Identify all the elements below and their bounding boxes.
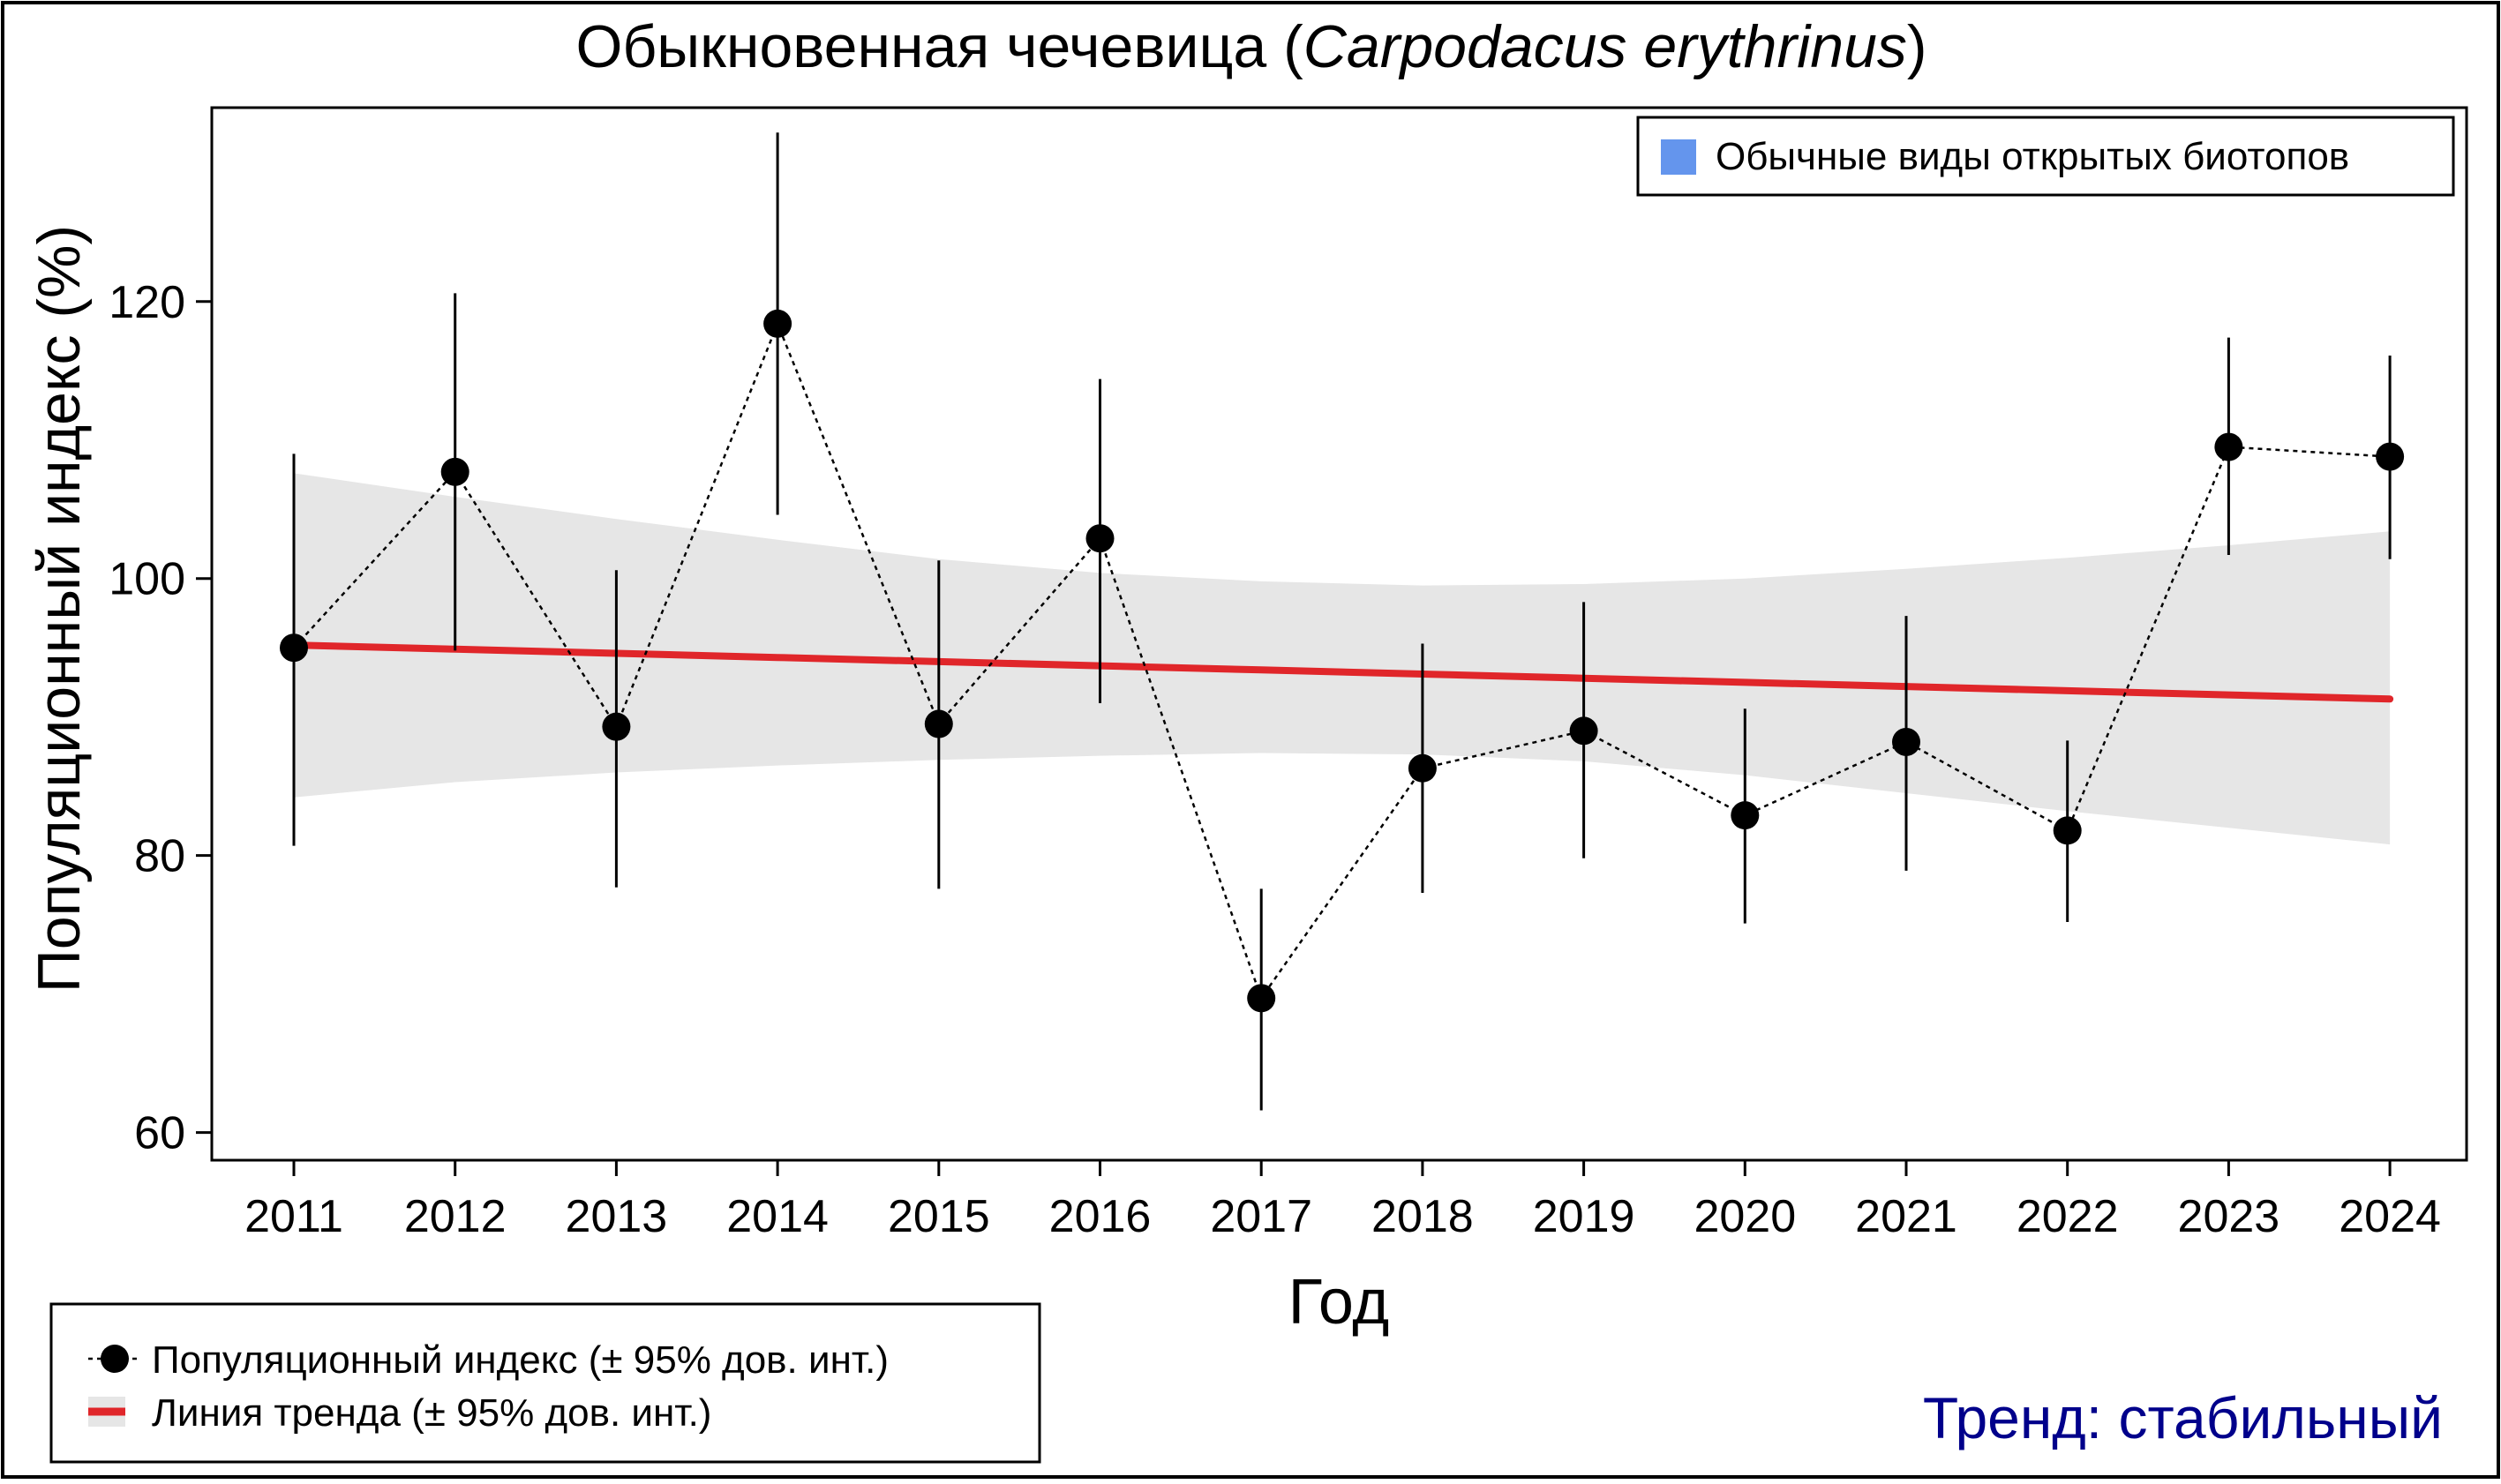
series-legend-trend-label: Линия тренда (± 95% дов. инт.) xyxy=(152,1391,711,1435)
series-legend-index-label: Популяционный индекс (± 95% дов. инт.) xyxy=(152,1338,889,1382)
series-legend-index-marker xyxy=(101,1345,129,1373)
index-point-layer xyxy=(280,309,2405,1013)
trend-line xyxy=(290,641,2394,703)
x-axis-ticks: 2011 2012 2013 2014 2015 2016 2017 2018 2019 2020… xyxy=(244,1160,2441,1242)
index-point-2012 xyxy=(440,457,469,486)
x-tick-label-2020: 2020 xyxy=(1694,1191,1796,1242)
index-point-2021 xyxy=(1892,727,1920,756)
index-point-2014 xyxy=(763,309,792,338)
index-point-2011 xyxy=(280,633,308,663)
index-point-2017 xyxy=(1247,984,1276,1013)
y-tick-label-80: 80 xyxy=(134,831,185,882)
x-tick-label-2017: 2017 xyxy=(1210,1191,1312,1242)
index-point-2019 xyxy=(1569,716,1598,746)
x-tick-label-2022: 2022 xyxy=(2017,1191,2119,1242)
x-tick-label-2021: 2021 xyxy=(1855,1191,1957,1242)
y-tick-label-100: 100 xyxy=(109,554,185,605)
index-point-2023 xyxy=(2214,432,2243,461)
index-connector-line xyxy=(293,320,2391,1001)
y-tick-label-120: 120 xyxy=(109,277,185,328)
series-legend-box xyxy=(49,1302,1041,1464)
series-legend: Популяционный индекс (± 95% дов. инт.) Л… xyxy=(49,1302,1041,1464)
category-legend-swatch xyxy=(1661,139,1696,175)
x-tick-label-2016: 2016 xyxy=(1049,1191,1152,1242)
index-point-2024 xyxy=(2376,442,2405,471)
chart-title: Обыкновенная чечевица (Carpodacus erythr… xyxy=(575,13,1926,80)
x-tick-label-2011: 2011 xyxy=(244,1191,343,1242)
trend-confidence-band xyxy=(294,473,2391,845)
x-tick-label-2013: 2013 xyxy=(566,1191,668,1242)
plot-area xyxy=(210,106,2468,1162)
x-tick-label-2019: 2019 xyxy=(1533,1191,1635,1242)
index-point-2016 xyxy=(1085,524,1115,553)
x-tick-label-2018: 2018 xyxy=(1371,1191,1474,1242)
index-point-2022 xyxy=(2053,816,2082,845)
index-point-2015 xyxy=(924,709,953,738)
index-point-2020 xyxy=(1731,801,1760,830)
x-tick-label-2014: 2014 xyxy=(726,1191,829,1242)
x-tick-label-2015: 2015 xyxy=(888,1191,990,1242)
x-axis-label: Год xyxy=(1288,1267,1390,1338)
index-connector-layer xyxy=(293,320,2391,1001)
trend-line-layer xyxy=(290,641,2394,703)
trend-confidence-band-layer xyxy=(294,473,2391,845)
trend-annotation: Тренд: стабильный xyxy=(1923,1385,2443,1450)
x-tick-label-2024: 2024 xyxy=(2339,1191,2441,1242)
category-legend-box xyxy=(1636,116,2455,197)
index-point-2018 xyxy=(1408,753,1437,783)
y-tick-label-60: 60 xyxy=(134,1108,185,1159)
y-axis-ticks: 60 80 100 120 xyxy=(109,277,212,1159)
index-point-2013 xyxy=(602,712,631,741)
x-tick-label-2012: 2012 xyxy=(404,1191,507,1242)
y-axis-label: Популяционный индекс (%) xyxy=(26,225,93,993)
x-tick-label-2023: 2023 xyxy=(2178,1191,2280,1242)
category-legend: Обычные виды открытых биотопов xyxy=(1636,116,2455,197)
category-legend-label: Обычные виды открытых биотопов xyxy=(1716,135,2349,178)
